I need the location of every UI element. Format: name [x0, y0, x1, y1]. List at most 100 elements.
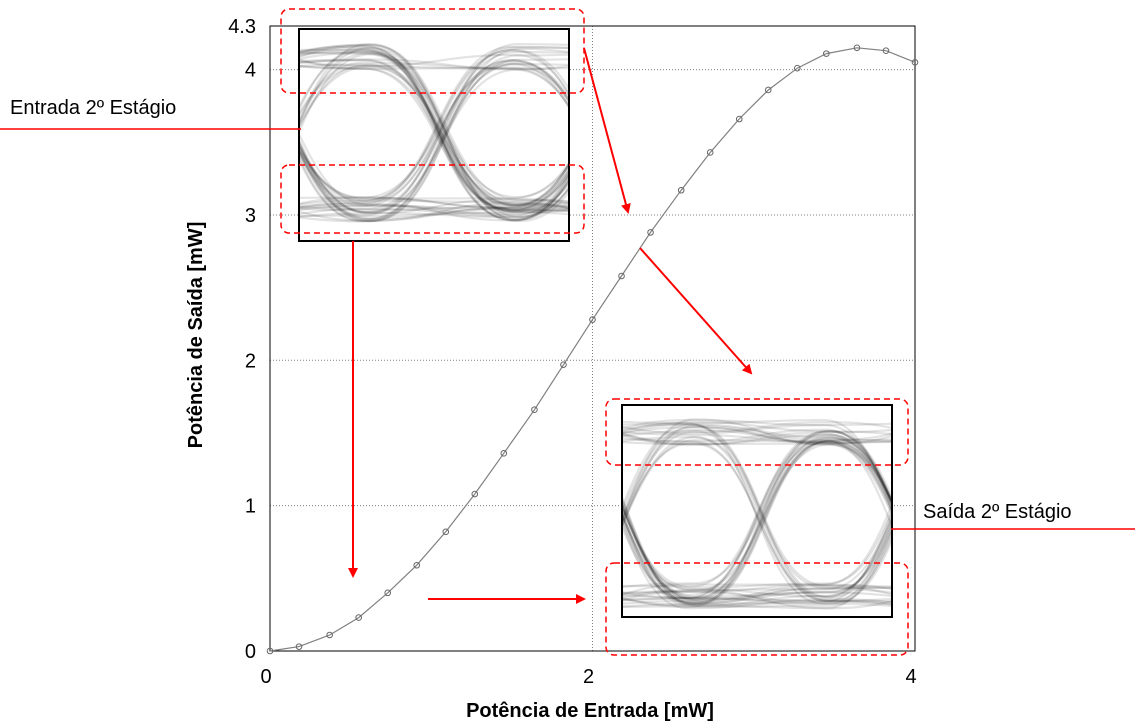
eye-trace	[622, 435, 892, 606]
eye-trace	[622, 422, 892, 435]
eye-trace	[299, 53, 569, 96]
eye-trace	[299, 156, 569, 223]
eye-trace	[299, 154, 569, 222]
eye-trace	[299, 45, 569, 221]
eye-trace	[622, 508, 892, 604]
data-point	[295, 643, 303, 650]
eye-trace	[622, 440, 892, 602]
data-point	[413, 561, 421, 569]
eye-trace	[299, 58, 569, 213]
data-point	[266, 647, 274, 655]
eye-trace	[622, 496, 892, 598]
eye-trace	[299, 199, 569, 210]
eye-trace	[622, 423, 892, 590]
eye-trace	[622, 428, 892, 508]
x-axis-title: Potência de Entrada [mW]	[466, 700, 714, 722]
eye-trace	[299, 204, 569, 212]
eye-trace	[299, 46, 569, 216]
eye-trace	[299, 161, 569, 212]
eye-trace	[622, 502, 892, 591]
eye-trace	[299, 59, 569, 218]
eye-trace	[622, 583, 892, 595]
eye-trace	[299, 49, 569, 205]
eye-trace	[622, 434, 892, 594]
arrow-high-to-curve	[583, 47, 631, 214]
eye-trace	[299, 198, 569, 218]
eye-trace	[299, 42, 569, 203]
eye-trace	[622, 589, 892, 610]
data-point	[853, 44, 861, 52]
eye-trace	[622, 421, 892, 501]
eye-trace	[622, 418, 892, 508]
y-tick-label: 2	[245, 350, 256, 372]
eye-trace	[622, 436, 892, 602]
eye-trace	[622, 511, 892, 605]
eye-trace	[622, 515, 892, 607]
series-points	[266, 44, 919, 655]
y-tick-label: 0	[245, 641, 256, 663]
eye-trace	[299, 172, 569, 217]
y-tick-labels: 0 1 2 3 4 4.3	[228, 16, 256, 663]
eye-trace	[299, 58, 569, 212]
data-point	[735, 115, 743, 123]
eye-trace	[622, 494, 892, 607]
data-point	[326, 631, 333, 639]
x-tick-label: 0	[260, 666, 271, 688]
eye-trace	[622, 428, 892, 446]
eye-trace	[299, 48, 569, 212]
eye-trace	[299, 48, 569, 206]
eye-trace	[622, 524, 892, 606]
eye-trace	[299, 60, 569, 214]
data-point	[560, 361, 567, 368]
eye-trace	[622, 438, 892, 606]
y-axis-title: Potência de Saída [mW]	[185, 222, 207, 449]
eye-trace	[622, 440, 892, 599]
eye-trace	[622, 505, 892, 601]
data-point	[793, 64, 801, 72]
eye-trace	[299, 139, 569, 220]
eye-trace	[299, 65, 569, 207]
eye-trace	[299, 177, 569, 222]
eye-trace	[622, 423, 892, 508]
eye-diagram-input	[298, 28, 570, 242]
eye-trace	[622, 430, 892, 588]
eye-trace	[299, 52, 569, 199]
eye-trace	[622, 423, 892, 596]
arrow-curve-to-output	[639, 247, 753, 375]
eye-trace	[299, 43, 569, 221]
y-tick-label: 1	[245, 496, 256, 518]
x-tick-label: 4	[905, 666, 916, 688]
eye-trace	[622, 439, 892, 605]
eye-trace	[622, 430, 892, 599]
eye-trace	[299, 44, 569, 216]
eye-trace	[299, 144, 569, 200]
eye-trace	[299, 64, 569, 214]
eye-trace	[622, 429, 892, 609]
data-point	[823, 50, 830, 57]
input-low-level-box	[280, 164, 585, 234]
data-point	[706, 149, 714, 156]
input-stage-label: Entrada 2º Estágio	[10, 97, 176, 119]
eye-trace	[299, 48, 569, 202]
eye-trace	[299, 148, 569, 218]
eye-trace	[622, 537, 892, 608]
data-point	[618, 272, 625, 280]
plot-frame	[269, 25, 916, 652]
eye-trace	[299, 170, 569, 210]
eye-trace	[299, 161, 569, 209]
eye-trace	[299, 140, 569, 219]
eye-trace	[622, 426, 892, 515]
eye-trace	[299, 65, 569, 118]
eye-diagram-output	[621, 404, 893, 618]
eye-trace	[622, 424, 892, 530]
eye-trace	[622, 531, 892, 609]
data-point	[531, 406, 538, 414]
eye-trace	[299, 62, 569, 221]
eye-trace	[299, 59, 569, 222]
eye-trace	[622, 519, 892, 610]
eye-trace	[622, 506, 892, 589]
eye-trace	[299, 186, 569, 218]
eye-trace	[299, 63, 569, 223]
data-point	[500, 450, 508, 457]
